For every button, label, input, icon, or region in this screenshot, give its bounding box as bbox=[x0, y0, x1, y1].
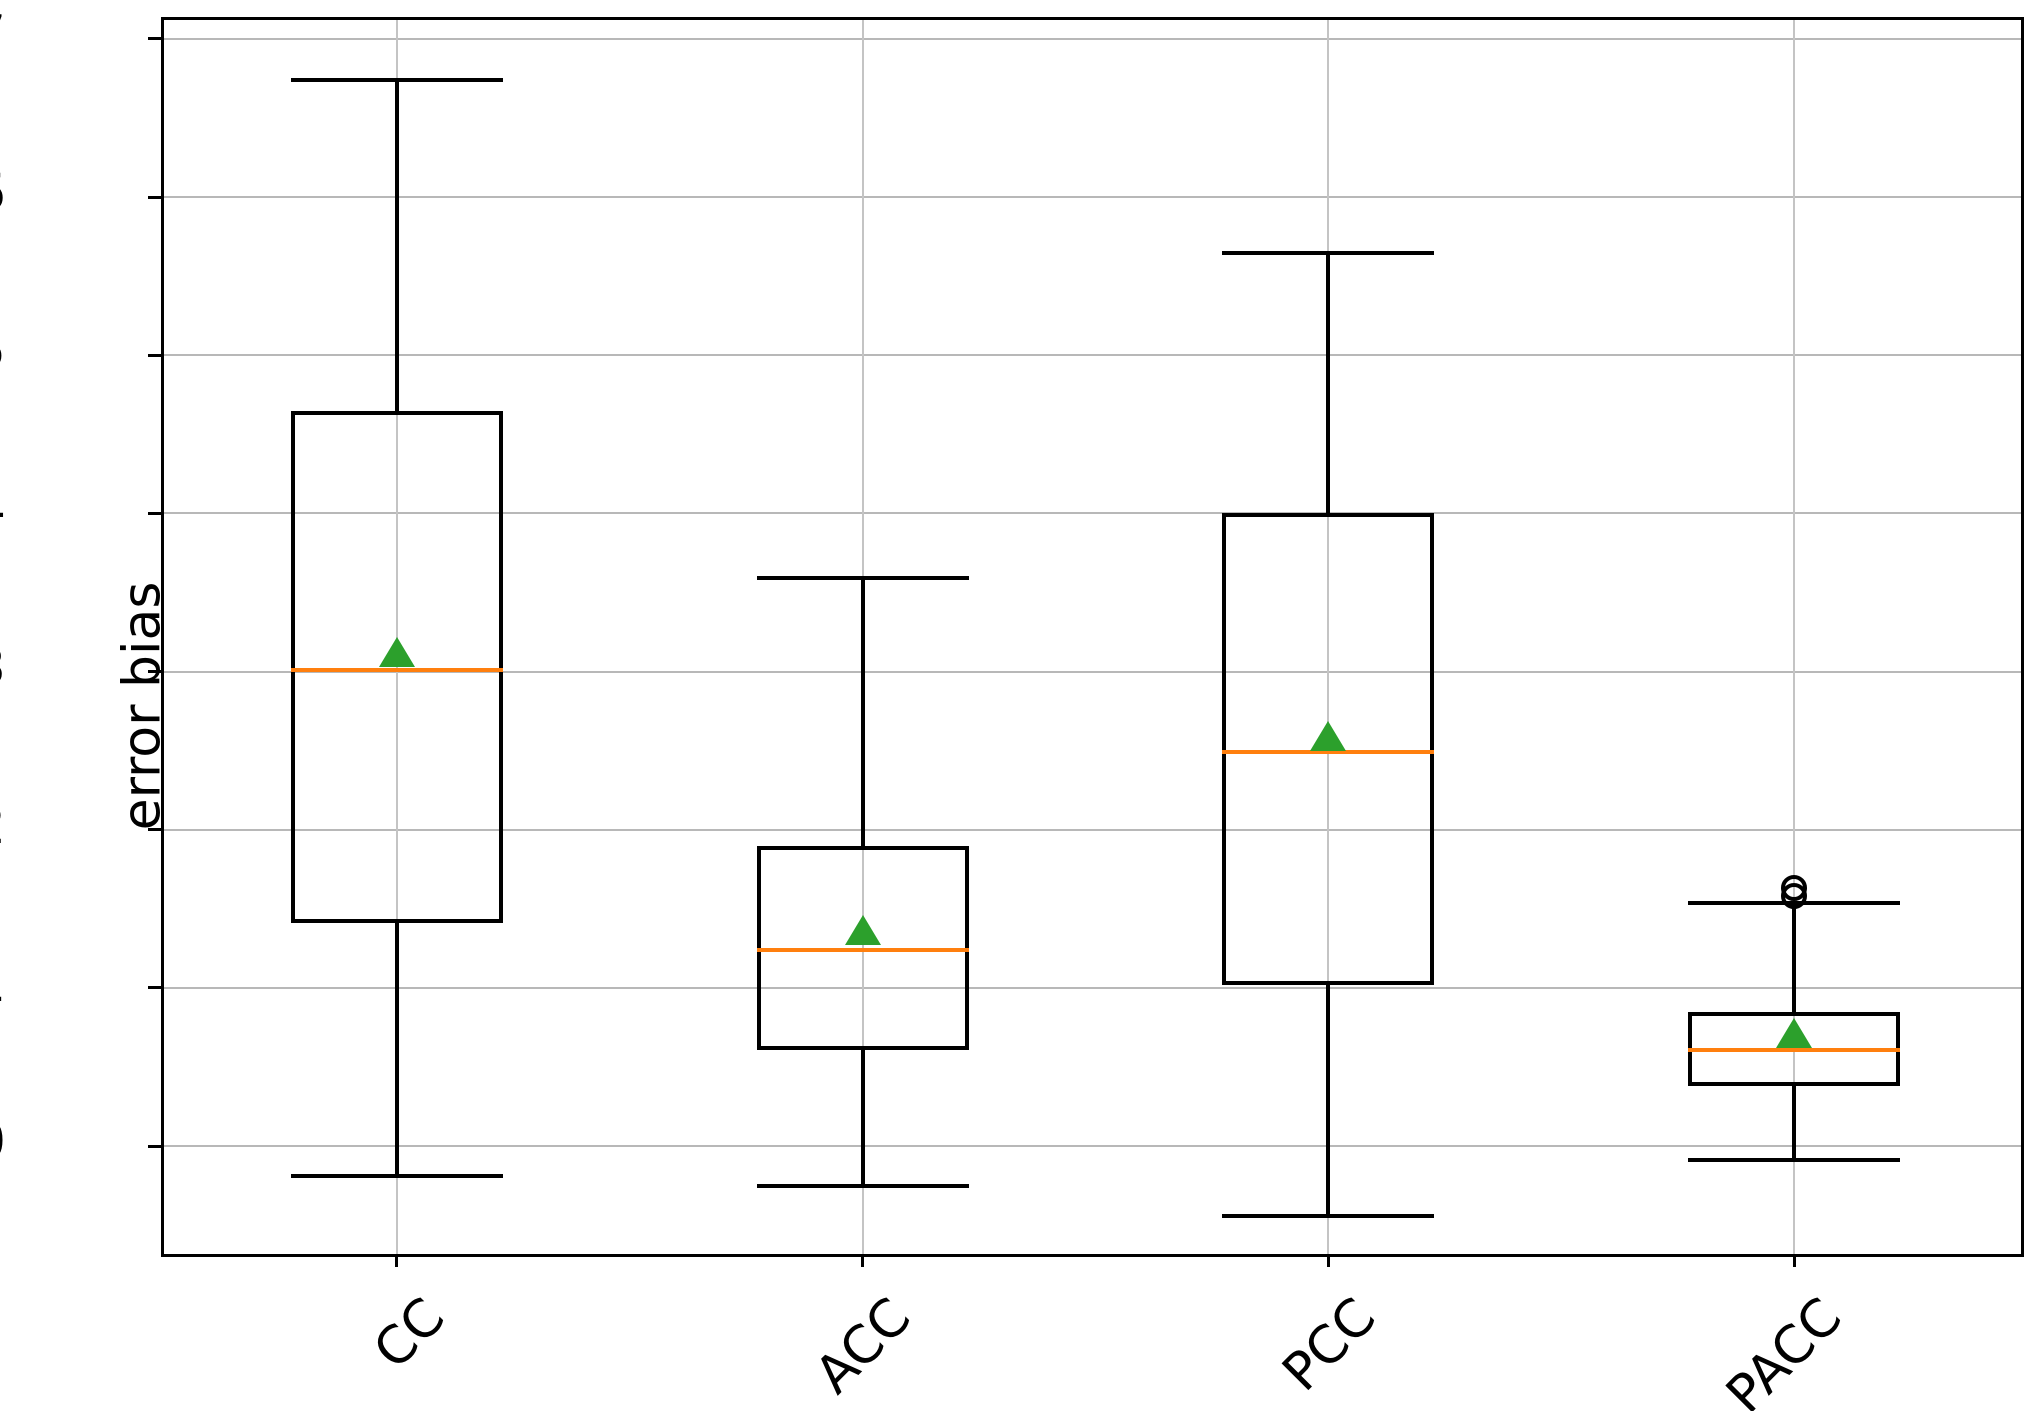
y-tick-mark bbox=[148, 37, 161, 41]
mean-marker-PCC bbox=[1310, 720, 1347, 751]
gridline-y-0.3 bbox=[164, 670, 2021, 673]
x-tick-label-CC: CC bbox=[362, 1287, 457, 1381]
median-line-CC bbox=[290, 668, 503, 673]
cap-upper-CC bbox=[290, 78, 503, 83]
y-tick-mark bbox=[148, 195, 161, 199]
gridline-x-PCC bbox=[1327, 20, 1330, 1254]
plot-inner bbox=[148, 20, 2021, 1267]
whisker-upper-CC bbox=[394, 80, 399, 411]
y-tick-mark bbox=[148, 1144, 161, 1148]
gridline-x-PACC bbox=[1793, 20, 1796, 1254]
cap-upper-PCC bbox=[1222, 250, 1435, 255]
whisker-upper-ACC bbox=[860, 578, 865, 846]
median-line-PCC bbox=[1222, 750, 1435, 755]
y-tick-label: 0.4 bbox=[0, 483, 6, 535]
box-CC bbox=[290, 410, 503, 924]
x-tick-mark-CC bbox=[395, 1254, 399, 1267]
gridline-y-0.0 bbox=[164, 1145, 2021, 1148]
cap-lower-CC bbox=[290, 1174, 503, 1179]
plot-area bbox=[148, 17, 2024, 1267]
median-line-PACC bbox=[1688, 1047, 1901, 1052]
y-tick-mark bbox=[148, 670, 161, 674]
y-tick-label: 0.6 bbox=[0, 167, 6, 219]
gridline-y-0.7 bbox=[164, 37, 2021, 40]
cap-upper-ACC bbox=[756, 576, 969, 581]
cap-lower-ACC bbox=[756, 1183, 969, 1188]
whisker-lower-ACC bbox=[860, 1049, 865, 1186]
y-tick-mark bbox=[148, 828, 161, 832]
cap-lower-PCC bbox=[1222, 1213, 1435, 1218]
whisker-upper-PACC bbox=[1792, 902, 1797, 1012]
gridline-y-0.2 bbox=[164, 828, 2021, 831]
y-tick-mark bbox=[148, 511, 161, 515]
y-tick-label: 0.1 bbox=[0, 958, 6, 1010]
whisker-upper-PCC bbox=[1326, 252, 1331, 514]
x-tick-mark-PCC bbox=[1326, 1254, 1330, 1267]
gridline-y-0.6 bbox=[164, 196, 2021, 199]
y-tick-label: 0.3 bbox=[0, 642, 6, 694]
mean-marker-ACC bbox=[844, 915, 881, 946]
gridline-y-0.5 bbox=[164, 354, 2021, 357]
box-ACC bbox=[756, 845, 969, 1050]
outlier-PACC-1 bbox=[1781, 883, 1808, 910]
median-line-ACC bbox=[756, 948, 969, 952]
gridline-y-0.1 bbox=[164, 986, 2021, 989]
y-tick-label: 0.5 bbox=[0, 325, 6, 377]
y-tick-mark bbox=[148, 986, 161, 990]
mean-marker-CC bbox=[378, 636, 415, 667]
x-tick-label-PCC: PCC bbox=[1271, 1287, 1388, 1403]
mean-marker-PACC bbox=[1776, 1018, 1813, 1049]
x-tick-label-PACC: PACC bbox=[1715, 1287, 1854, 1411]
cap-lower-PACC bbox=[1688, 1158, 1901, 1163]
y-tick-label: 0.2 bbox=[0, 800, 6, 852]
gridline-y-0.4 bbox=[164, 512, 2021, 515]
x-tick-label-ACC: ACC bbox=[803, 1287, 923, 1406]
y-tick-label: 0.7 bbox=[0, 9, 6, 61]
whisker-lower-PACC bbox=[1792, 1086, 1797, 1161]
y-tick-label: 0.0 bbox=[0, 1116, 6, 1168]
box-PCC bbox=[1222, 513, 1435, 985]
y-tick-mark bbox=[148, 353, 161, 357]
whisker-lower-CC bbox=[394, 923, 399, 1177]
x-tick-mark-PACC bbox=[1792, 1254, 1796, 1267]
whisker-lower-PCC bbox=[1326, 984, 1331, 1216]
x-tick-mark-ACC bbox=[861, 1254, 865, 1267]
